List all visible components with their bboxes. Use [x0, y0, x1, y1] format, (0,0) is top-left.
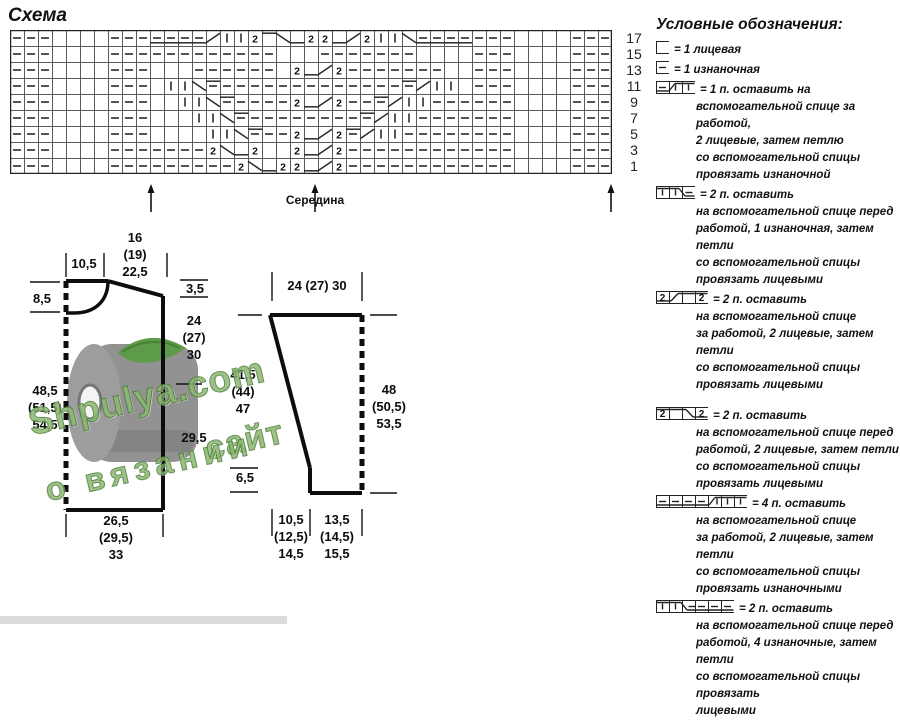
legend-items: = 1 лицевая = 1 изнаночная = 1 п. оставить… [656, 40, 900, 720]
sleeve-measure-ticks [230, 272, 397, 536]
body-side-measure: 29,5 [181, 430, 207, 445]
chart-row-number: 5 [630, 126, 638, 142]
svg-text:2: 2 [252, 146, 258, 158]
chart-row-number: 13 [626, 62, 642, 78]
legend-item: = 2 п. оставить на вспомогательной спице… [656, 599, 900, 720]
svg-text:2: 2 [294, 130, 300, 142]
svg-text:2: 2 [210, 146, 216, 158]
svg-text:2: 2 [336, 162, 342, 174]
body-shoulder-measure: 3,5 [185, 281, 205, 296]
knit-icon [656, 41, 669, 54]
svg-text:2: 2 [294, 162, 300, 174]
legend-item-text: = 2 п. оставить на вспомогательной спице… [696, 603, 894, 717]
sleeve-top-measure: 24 (27) 30 [287, 278, 347, 293]
sleeve-bottom-left-measure: 10,5 (12,5) 14,5 [274, 512, 308, 561]
body-top-neck-measure: 16 (19) 22,5 [122, 230, 148, 279]
body-neckline-curve [66, 280, 110, 315]
cable6-front-symbol [656, 599, 734, 614]
body-measure-ticks [30, 253, 208, 537]
legend-item: = 4 п. оставить на вспомогательной спице… [656, 494, 900, 598]
svg-text:2: 2 [660, 409, 666, 420]
legend-item-text: = 2 п. оставить на вспомогательной спице… [696, 410, 899, 490]
svg-text:2: 2 [308, 34, 314, 46]
bottom-strip [0, 616, 287, 624]
purl-symbol [656, 60, 669, 75]
body-shoulder-line [107, 279, 164, 298]
svg-text:2: 2 [322, 34, 328, 46]
sleeve-right-measure: 48 (50,5) 53,5 [372, 382, 406, 431]
chart-row-number: 15 [626, 46, 642, 62]
legend-item: = 1 изнаночная [656, 60, 900, 79]
svg-text:2: 2 [336, 130, 342, 142]
svg-text:2: 2 [336, 66, 342, 78]
svg-text:2: 2 [364, 34, 370, 46]
body-armhole-measure: 24 (27) 30 [182, 313, 206, 362]
legend-item-text: = 4 п. оставить на вспомогательной спице… [696, 498, 874, 595]
cable3-front-icon [656, 186, 695, 199]
legend-item-text: = 1 лицевая [674, 44, 742, 56]
cable7-back-icon [656, 495, 747, 508]
svg-text:2: 2 [252, 34, 258, 46]
cable3-back-symbol [656, 80, 695, 95]
legend-item: = 1 п. оставить на вспомогательной спице… [656, 80, 900, 184]
cable3-front-symbol [656, 185, 695, 200]
legend-item: 2 2 = 2 п. оставить на вспомогательной спи… [656, 290, 900, 394]
svg-text:2: 2 [336, 98, 342, 110]
svg-text:2: 2 [294, 66, 300, 78]
svg-text:2: 2 [336, 146, 342, 158]
chart-row-number: 17 [626, 30, 642, 46]
yarn-spool-image [67, 337, 198, 462]
sleeve-outline [268, 313, 365, 495]
sleeve-left-measure: 41,5 (44) 47 [230, 367, 256, 416]
body-height-measure: 48,5 (51,5) 54,5 [28, 383, 62, 432]
svg-text:2: 2 [699, 293, 705, 304]
legend-item: = 2 п. оставить на вспомогательной спице… [656, 185, 900, 289]
chart-row-number: 3 [630, 142, 638, 158]
body-neck-depth-measure: 8,5 [32, 291, 52, 306]
chart-row-number: 9 [630, 94, 638, 110]
legend-item-text: = 2 п. оставить на вспомогательной спице… [696, 294, 874, 391]
body-piece-outline [63, 279, 165, 512]
body-bottom-measure: 26,5 (29,5) 33 [99, 513, 133, 562]
svg-text:2: 2 [660, 293, 666, 304]
chart-row-number: 11 [626, 78, 642, 94]
page-title: Схема [8, 5, 68, 26]
legend-item-text: = 2 п. оставить на вспомогательной спице… [696, 189, 894, 286]
legend-item-text: = 1 изнаночная [674, 64, 760, 76]
sleeve-cuff-measure: 6,5 [235, 470, 255, 485]
knit-symbol [656, 40, 669, 55]
svg-text:2: 2 [238, 162, 244, 174]
purl-icon [656, 61, 669, 74]
legend-item-text: = 1 п. оставить на вспомогательной спице… [696, 84, 861, 181]
svg-text:2: 2 [294, 98, 300, 110]
chart-row-number: 1 [630, 158, 638, 174]
legend-heading: Условные обозначения: [656, 16, 843, 33]
body-top-half-measure: 10,5 [71, 256, 97, 271]
legend-item: = 1 лицевая [656, 40, 900, 59]
sleeve-bottom-right-measure: 13,5 (14,5) 15,5 [320, 512, 354, 561]
svg-text:2: 2 [294, 146, 300, 158]
legend-panel: Условные обозначения: = 1 лицевая = 1 изн… [656, 16, 900, 721]
cable6-front-icon [656, 600, 734, 613]
sleeve-slant-line [268, 314, 312, 469]
chart-row-number: 7 [630, 110, 638, 126]
svg-text:2: 2 [699, 409, 705, 420]
chart-repeat-arrows [147, 184, 615, 212]
schematic-overlay [30, 184, 615, 537]
legend-item: 2 2 = 2 п. оставить на вспомогательной спи… [656, 406, 900, 493]
cable7-back-symbol [656, 494, 747, 509]
svg-text:2: 2 [280, 162, 286, 174]
cable3-back-icon [656, 81, 695, 94]
